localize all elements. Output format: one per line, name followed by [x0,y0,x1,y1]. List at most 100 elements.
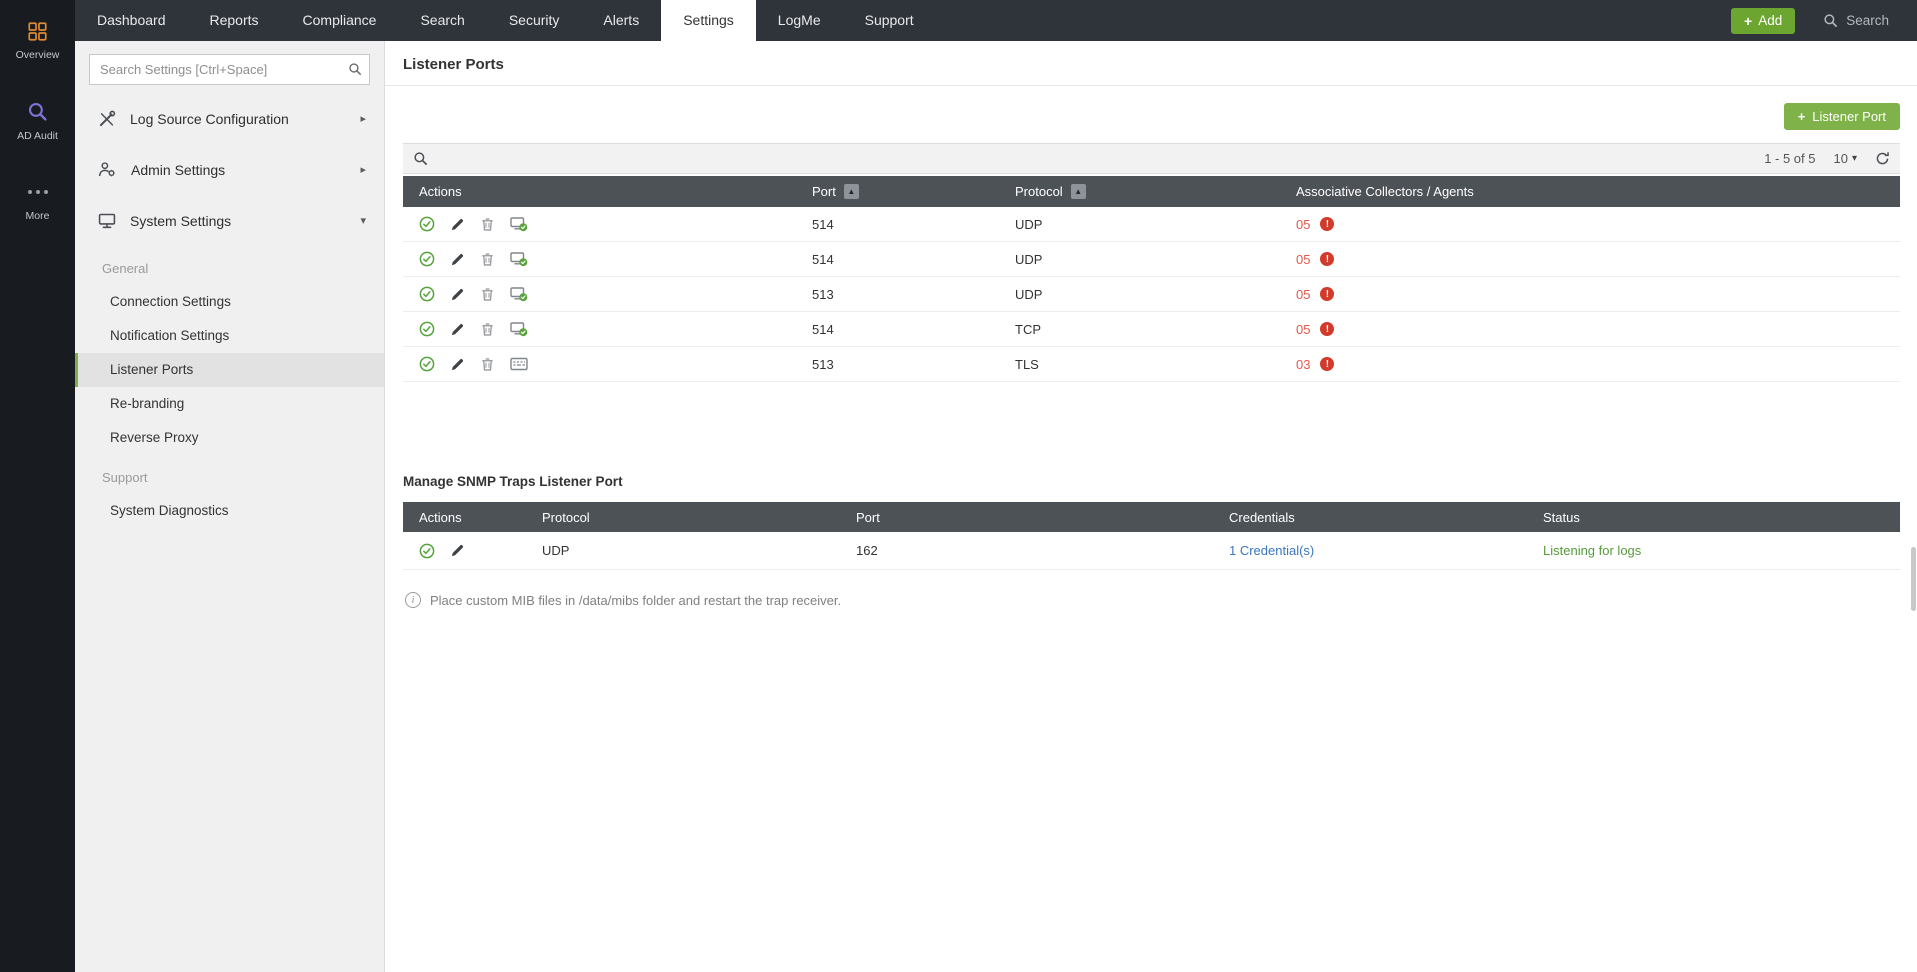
alert-icon[interactable]: ! [1320,217,1335,231]
sidebar-group-label: Admin Settings [131,161,226,178]
sidebar-item-reverse-proxy[interactable]: Reverse Proxy [110,430,199,445]
delete-icon[interactable] [480,322,495,337]
tools-icon [98,110,116,128]
collectors-link[interactable]: 03 [1296,356,1311,372]
alert-icon[interactable]: ! [1320,357,1335,371]
port-cell: 162 [856,543,878,558]
column-port[interactable]: Port ▲ [812,184,1015,199]
tab-compliance[interactable]: Compliance [302,12,377,28]
add-button-label: Add [1758,13,1783,28]
scrollbar-thumb[interactable] [1911,547,1916,611]
delete-icon[interactable] [480,217,495,232]
more-dots-icon [27,182,48,202]
column-protocol[interactable]: Protocol ▲ [1015,184,1296,199]
protocol-cell: TLS [1015,356,1039,372]
page-size-value: 10 [1833,151,1848,166]
rail-item-ad-audit[interactable]: AD Audit [17,101,58,142]
rail-item-more[interactable]: More [26,182,49,222]
tab-reports[interactable]: Reports [209,12,259,28]
collector-status-icon[interactable] [510,321,528,337]
sidebar-group-log-source-configuration[interactable]: Log Source Configuration ▸ [75,93,384,144]
tab-settings[interactable]: Settings [661,0,756,41]
edit-icon[interactable] [450,357,465,372]
collectors-link[interactable]: 05 [1296,286,1311,302]
monitor-icon [98,212,116,230]
tab-search[interactable]: Search [420,12,465,28]
tab-logme[interactable]: LogMe [777,12,821,28]
port-cell: 514 [812,251,834,267]
edit-icon[interactable] [450,217,465,232]
alert-icon[interactable]: ! [1320,322,1335,336]
collector-status-icon[interactable] [510,216,528,232]
enable-icon[interactable] [419,251,435,267]
sidebar-item-listener-ports[interactable]: Listener Ports [75,353,384,387]
table-search-icon[interactable] [413,151,428,166]
sort-asc-icon[interactable]: ▲ [1070,184,1086,199]
column-status: Status [1543,509,1580,525]
collectors-link[interactable]: 05 [1296,251,1311,267]
status-text: Listening for logs [1543,543,1642,558]
alert-icon[interactable]: ! [1320,252,1335,266]
credentials-link[interactable]: 1 Credential(s) [1229,543,1315,558]
enable-icon[interactable] [419,216,435,232]
sidebar-group-system-settings[interactable]: System Settings ▾ [75,195,384,246]
main-content: Listener Ports + Listener Port 1 - 5 of … [385,41,1917,972]
edit-icon[interactable] [450,543,465,558]
enable-icon[interactable] [419,356,435,372]
info-icon: i [405,592,421,608]
alert-icon[interactable]: ! [1320,287,1335,301]
search-icon[interactable] [348,62,362,76]
edit-icon[interactable] [450,252,465,267]
delete-icon[interactable] [480,357,495,372]
topnav-right: + Add Search [1731,0,1917,41]
sidebar-item-connection-settings[interactable]: Connection Settings [110,294,231,309]
nav-tabs: Dashboard Reports Compliance Search Secu… [75,0,936,41]
snmp-table: Actions Protocol Port Credentials Status… [403,502,1900,570]
terminal-icon[interactable] [510,357,528,371]
collectors-link[interactable]: 05 [1296,216,1311,232]
title-divider [385,85,1917,86]
enable-icon[interactable] [419,543,435,559]
page-title: Listener Ports [403,56,504,73]
refresh-icon[interactable] [1875,151,1890,166]
page-size-dropdown[interactable]: 10 ▾ [1834,151,1858,166]
column-port: Port [856,509,880,525]
settings-search-input[interactable] [89,54,370,85]
delete-icon[interactable] [480,252,495,267]
edit-icon[interactable] [450,287,465,302]
sidebar-group-label: Log Source Configuration [130,110,289,127]
tab-support[interactable]: Support [864,12,914,28]
global-search[interactable]: Search [1823,13,1889,28]
port-cell: 513 [812,286,834,302]
sort-asc-icon[interactable]: ▲ [843,184,859,199]
tab-alerts[interactable]: Alerts [603,12,640,28]
rail-item-label: AD Audit [17,130,58,142]
collectors-link[interactable]: 05 [1296,321,1311,337]
enable-icon[interactable] [419,286,435,302]
table-row: 514 UDP 05 ! [403,242,1900,277]
sidebar-item-system-diagnostics[interactable]: System Diagnostics [110,503,229,518]
tab-dashboard[interactable]: Dashboard [97,12,166,28]
protocol-cell: UDP [1015,216,1043,232]
sidebar-item-notification-settings[interactable]: Notification Settings [110,328,230,343]
collector-status-icon[interactable] [510,251,528,267]
rail-item-overview[interactable]: Overview [16,22,59,61]
protocol-cell: UDP [1015,286,1043,302]
enable-icon[interactable] [419,321,435,337]
tab-security[interactable]: Security [508,12,560,28]
sidebar-group-admin-settings[interactable]: Admin Settings ▸ [75,144,384,195]
edit-icon[interactable] [450,322,465,337]
caret-down-icon: ▾ [1851,153,1857,164]
sidebar-item-re-branding[interactable]: Re-branding [110,396,185,411]
sidebar-group-label: System Settings [130,212,232,229]
add-listener-port-button[interactable]: + Listener Port [1783,103,1900,130]
add-button[interactable]: + Add [1731,7,1796,34]
protocol-cell: TCP [1015,321,1041,337]
protocol-cell: UDP [1015,251,1043,267]
collector-status-icon[interactable] [510,286,528,302]
delete-icon[interactable] [480,287,495,302]
column-actions: Actions [419,509,462,525]
left-rail: Overview AD Audit More [0,0,75,972]
overview-grid-icon [28,22,47,41]
